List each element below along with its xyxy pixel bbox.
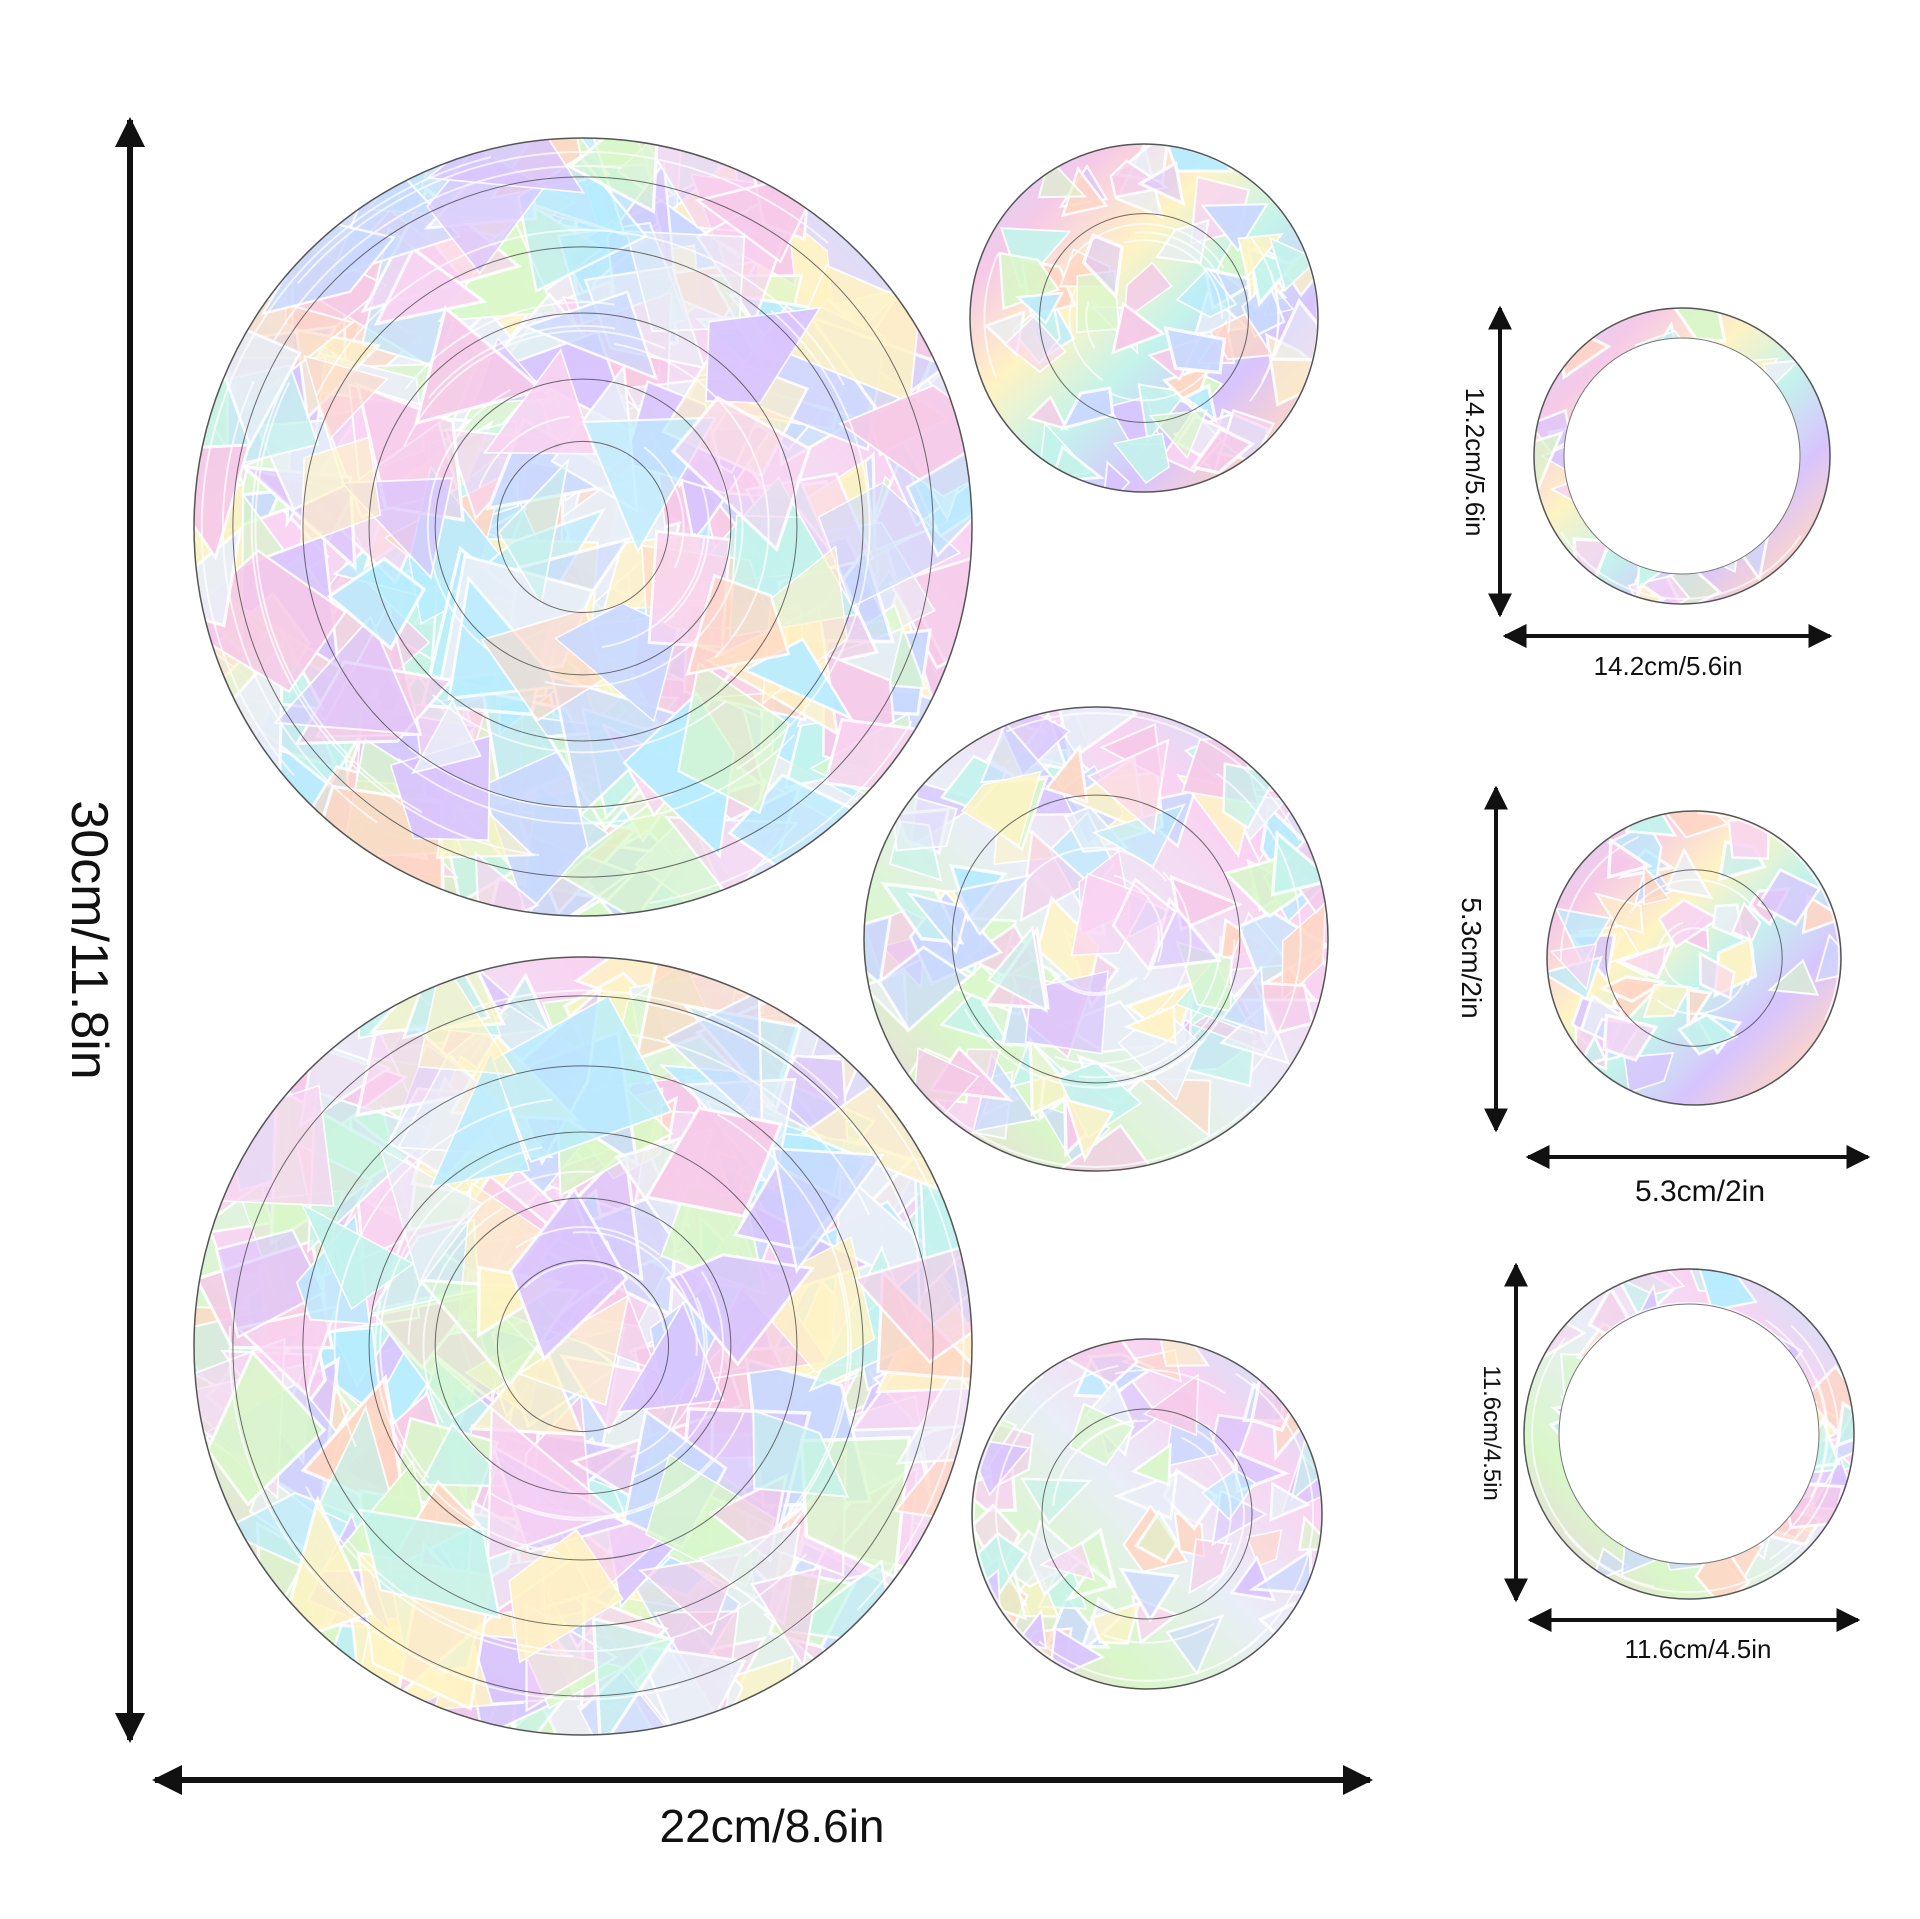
sheet-disc-top-small (969, 143, 1319, 493)
sheet-width-label: 22cm/8.6in (659, 1800, 884, 1852)
ring-large-width-label: 14.2cm/5.6in (1594, 651, 1743, 681)
decal-disc-small (1546, 810, 1842, 1106)
sized-decals (1523, 307, 1855, 1600)
decal-sheet (193, 137, 1329, 1736)
sheet-disc-bottom-small (971, 1338, 1323, 1690)
disc-small-height-label: 5.3cm/2in (1456, 897, 1487, 1018)
disc-small-width-label: 5.3cm/2in (1635, 1175, 1765, 1208)
ring-medium-width-label: 11.6cm/4.5in (1625, 1634, 1772, 1664)
sheet-disc-bottom-large (193, 956, 973, 1736)
ring-large-height-label: 14.2cm/5.6in (1460, 388, 1490, 537)
ring-medium-height-label: 11.6cm/4.5in (1478, 1365, 1505, 1501)
decal-ring-large (1533, 307, 1831, 605)
sheet-height-label: 30cm/11.8in (60, 800, 118, 1079)
sheet-disc-middle (863, 706, 1329, 1172)
decal-ring-medium (1523, 1268, 1855, 1600)
sheet-disc-top-large (193, 137, 973, 917)
